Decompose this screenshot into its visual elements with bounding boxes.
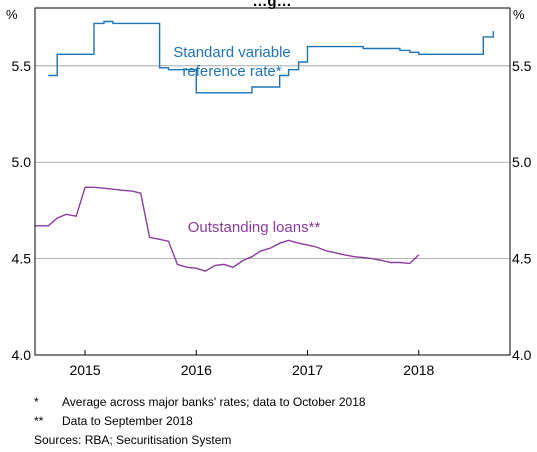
- y-tick-left-4.5: 4.5: [12, 251, 32, 267]
- gridlines: [35, 65, 510, 260]
- footnote-2-mark: **: [34, 414, 44, 428]
- y-tick-right-5.5: 5.5: [512, 58, 532, 74]
- chart-title: …g…: [252, 0, 291, 10]
- series-labels: Standard variable reference rate* Outstand…: [173, 44, 320, 236]
- x-tick-2015: 2015: [69, 362, 100, 378]
- series-line-2: [35, 186, 420, 272]
- y-tick-right-4.0: 4.0: [512, 347, 532, 363]
- series-label-2-line-1: Outstanding loans**: [188, 219, 321, 236]
- series-line-1: [48, 20, 494, 94]
- x-tick-2017: 2017: [292, 362, 323, 378]
- y-tick-left-4.0: 4.0: [12, 347, 32, 363]
- series-label-1-line-2: reference rate*: [182, 63, 281, 80]
- sources-note: Sources: RBA; Securitisation System: [34, 433, 232, 447]
- footnote-2-text: Data to September 2018: [62, 414, 193, 428]
- footnote-1: * Average across major banks' rates; data…: [34, 395, 366, 409]
- x-tick-2018: 2018: [403, 362, 434, 378]
- y-tick-right-4.5: 4.5: [512, 251, 532, 267]
- y-unit-right: %: [513, 7, 525, 22]
- series-lines: [35, 20, 494, 272]
- line-chart: 4.0 4.0 4.5 4.5 5.0 5.0 5.5 5.5 2015 2016 2017 2018…: [6, 0, 532, 378]
- ticks: 4.0 4.0 4.5 4.5 5.0 5.0 5.5 5.5 2015 2016 2017 2018: [12, 58, 532, 378]
- footnote-1-mark: *: [34, 395, 39, 409]
- footnote-1-text: Average across major banks' rates; data …: [62, 395, 366, 409]
- x-tick-2016: 2016: [181, 362, 212, 378]
- y-tick-right-5.0: 5.0: [512, 154, 532, 170]
- series-label-1-line-1: Standard variable: [173, 44, 291, 61]
- plot-frame: [34, 7, 511, 356]
- y-tick-left-5.5: 5.5: [12, 58, 32, 74]
- y-unit-left: %: [6, 7, 18, 22]
- footnote-2: ** Data to September 2018: [34, 414, 193, 428]
- y-tick-left-5.0: 5.0: [12, 154, 32, 170]
